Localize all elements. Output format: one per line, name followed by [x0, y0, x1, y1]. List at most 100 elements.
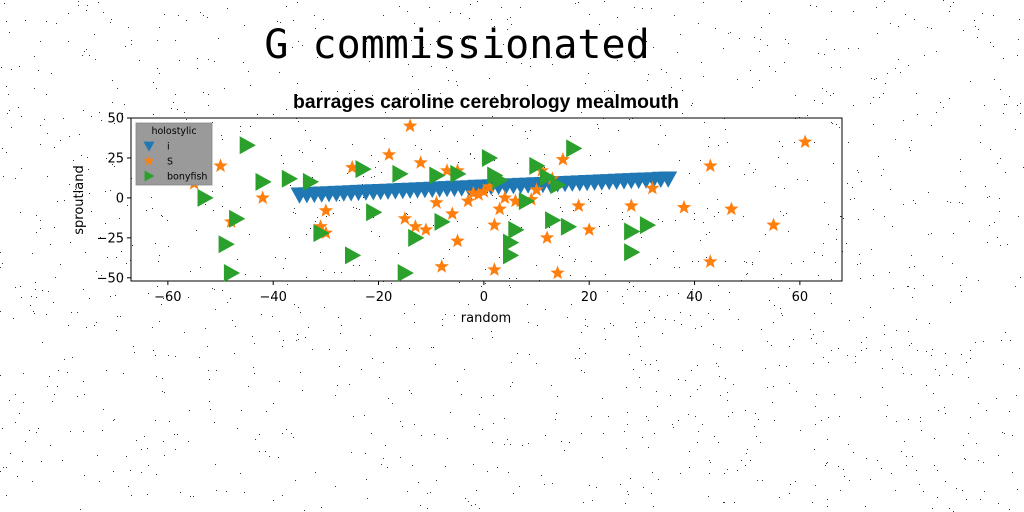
noise-dot [874, 79, 875, 80]
y-tick-label: −25 [97, 231, 124, 246]
noise-dot [937, 470, 938, 471]
noise-dot [781, 313, 782, 314]
noise-dot [857, 264, 858, 265]
noise-dot [830, 293, 831, 294]
noise-dot [2, 428, 3, 429]
noise-dot [815, 406, 816, 407]
noise-dot [1001, 340, 1002, 341]
noise-dot [499, 257, 500, 258]
noise-dot [341, 272, 342, 273]
noise-dot [876, 7, 877, 8]
point-bonyfish [560, 217, 578, 236]
noise-dot [296, 340, 297, 341]
noise-dot [504, 418, 505, 419]
noise-dot [113, 420, 114, 421]
noise-dot [215, 309, 216, 310]
noise-dot [46, 314, 47, 315]
noise-dot [871, 78, 872, 79]
noise-dot [807, 180, 808, 181]
noise-dot [415, 145, 416, 146]
noise-dot [884, 325, 885, 326]
noise-dot [544, 167, 545, 168]
noise-dot [412, 56, 413, 57]
noise-dot [36, 297, 37, 298]
noise-dot [727, 392, 728, 393]
noise-dot [237, 259, 238, 260]
noise-dot [767, 341, 768, 342]
point-S [703, 254, 718, 268]
noise-dot [47, 133, 48, 134]
noise-dot [200, 12, 201, 13]
noise-dot [999, 198, 1000, 199]
noise-dot [232, 320, 233, 321]
plot-area-frame [130, 117, 843, 282]
noise-dot [943, 0, 944, 1]
noise-dot [975, 342, 976, 343]
noise-dot [21, 116, 22, 117]
noise-dot [6, 86, 7, 87]
noise-dot [934, 465, 935, 466]
noise-dot [818, 53, 819, 54]
noise-dot [710, 300, 711, 301]
noise-dot [0, 267, 1, 268]
noise-dot [527, 85, 528, 86]
noise-dot [511, 362, 512, 363]
noise-dot [240, 207, 241, 208]
noise-dot [120, 316, 121, 317]
point-bonyfish [302, 172, 320, 191]
noise-dot [479, 508, 480, 509]
noise-dot [62, 460, 63, 461]
noise-dot [570, 275, 571, 276]
noise-dot [36, 432, 37, 433]
noise-dot [110, 22, 111, 23]
noise-dot [866, 337, 867, 338]
noise-dot [0, 252, 1, 253]
noise-dot [402, 426, 403, 427]
noise-dot [57, 201, 58, 202]
noise-dot [15, 422, 16, 423]
noise-dot [569, 442, 570, 443]
noise-dot [912, 456, 913, 457]
noise-dot [977, 37, 978, 38]
noise-dot [652, 472, 653, 473]
noise-dot [23, 373, 24, 374]
noise-dot [6, 152, 7, 153]
noise-dot [82, 55, 83, 56]
noise-dot [703, 2, 704, 3]
noise-dot [21, 168, 22, 169]
noise-dot [369, 61, 370, 62]
noise-dot [861, 181, 862, 182]
noise-dot [261, 314, 262, 315]
noise-dot [750, 70, 751, 71]
noise-dot [703, 222, 704, 223]
noise-dot [984, 105, 985, 106]
noise-dot [707, 208, 708, 209]
noise-dot [517, 163, 518, 164]
noise-dot [512, 382, 513, 383]
noise-dot [227, 302, 228, 303]
noise-dot [813, 334, 814, 335]
noise-dot [962, 203, 963, 204]
noise-dot [99, 481, 100, 482]
noise-dot [624, 431, 625, 432]
noise-dot [670, 395, 671, 396]
noise-dot [890, 23, 891, 24]
point-bonyfish [281, 169, 298, 188]
noise-dot [680, 473, 681, 474]
noise-dot [89, 55, 90, 56]
noise-dot [608, 416, 609, 417]
noise-dot [887, 73, 888, 74]
noise-dot [556, 413, 557, 414]
point-S [439, 163, 455, 177]
noise-dot [779, 141, 780, 142]
noise-dot [756, 436, 757, 437]
noise-dot [370, 335, 371, 336]
noise-dot [213, 210, 214, 211]
point-S [408, 219, 423, 233]
noise-dot [286, 429, 287, 430]
noise-dot [436, 480, 437, 481]
noise-dot [250, 126, 251, 127]
noise-dot [283, 268, 284, 269]
noise-dot [103, 12, 104, 13]
noise-dot [407, 11, 408, 12]
